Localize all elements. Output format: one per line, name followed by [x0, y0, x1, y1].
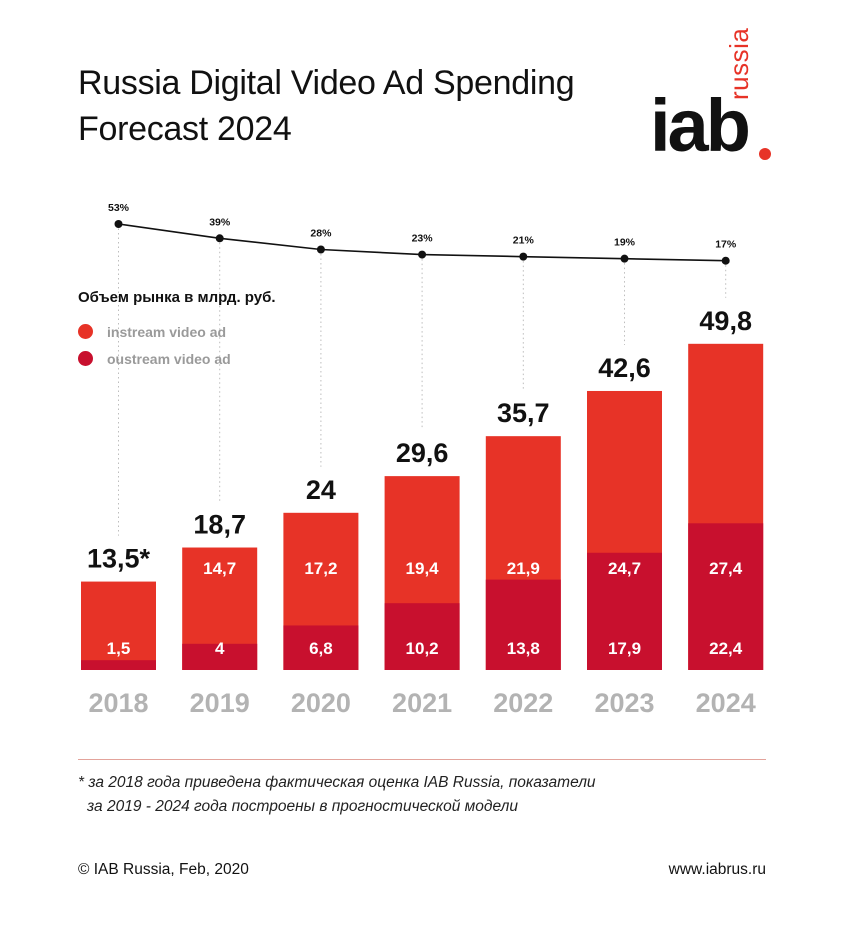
x-tick-label-2024: 2024 — [696, 688, 756, 718]
label-instream-2019: 14,7 — [203, 559, 236, 578]
x-tick-label-2021: 2021 — [392, 688, 452, 718]
growth-label-2024: 17% — [715, 239, 737, 251]
copyright: © IAB Russia, Feb, 2020 — [78, 861, 249, 878]
legend-title: Объем рынка в млрд. руб. — [78, 289, 276, 306]
growth-label-2019: 39% — [209, 216, 231, 228]
chart-title-line-1: Russia Digital Video Ad Spending — [78, 64, 575, 102]
label-outstream-2022: 13,8 — [507, 639, 540, 658]
footnote-line-1: * за 2018 года приведена фактическая оце… — [78, 774, 596, 791]
growth-label-2021: 23% — [412, 233, 434, 245]
footnote-line-2: за 2019 - 2024 года построены в прогност… — [87, 798, 518, 815]
growth-point-2022 — [519, 252, 528, 261]
legend-item-instream: instream video ad — [78, 324, 226, 340]
growth-label-2018: 53% — [108, 202, 130, 214]
growth-point-2023 — [620, 254, 629, 263]
label-instream-2023: 24,7 — [608, 559, 641, 578]
label-instream-2020: 17,2 — [304, 559, 337, 578]
growth-point-2020 — [316, 245, 325, 254]
label-total-2021: 29,6 — [396, 438, 449, 468]
bar-outstream-2021 — [384, 603, 460, 670]
label-outstream-2018: 1,5 — [107, 639, 131, 658]
label-total-2024: 49,8 — [699, 306, 752, 336]
label-outstream-2021: 10,2 — [406, 639, 439, 658]
x-tick-label-2023: 2023 — [594, 688, 654, 718]
chart-title-line-2: Forecast 2024 — [78, 110, 292, 148]
label-total-2019: 18,7 — [193, 510, 246, 540]
iab-russia-logo: iab russia — [650, 28, 780, 169]
bar-outstream-2020 — [283, 625, 359, 670]
growth-point-2024 — [721, 256, 730, 265]
growth-point-2021 — [418, 250, 427, 259]
x-tick-label-2022: 2022 — [493, 688, 553, 718]
growth-point-2019 — [215, 234, 224, 243]
bar-outstream-2024 — [688, 523, 764, 670]
label-instream-2021: 19,4 — [406, 559, 440, 578]
label-outstream-2023: 17,9 — [608, 639, 641, 658]
legend-label-instream: instream video ad — [107, 324, 227, 340]
label-instream-2022: 21,9 — [507, 559, 540, 578]
legend-swatch-instream — [78, 324, 93, 339]
label-total-2022: 35,7 — [497, 398, 550, 428]
website-link[interactable]: www.iabrus.ru — [668, 861, 766, 878]
growth-line: 53% 39% 28% 23% 21% 19% 17% — [108, 202, 737, 265]
dotted-guides — [118, 224, 727, 536]
label-outstream-2024: 22,4 — [709, 639, 743, 658]
label-outstream-2019: 4 — [215, 639, 225, 658]
label-total-2023: 42,6 — [598, 353, 651, 383]
label-instream-2024: 27,4 — [709, 559, 743, 578]
stacked-bar-chart: 12 1,5 13,5* 2018 14,7 4 18,7 2019 17,2 6,8 24 2020… — [81, 202, 764, 718]
label-total-2018: 13,5* — [87, 544, 151, 574]
bar-instream-2018 — [81, 581, 156, 670]
label-total-2020: 24 — [306, 475, 336, 505]
x-tick-label-2019: 2019 — [190, 688, 250, 718]
x-tick-label-2020: 2020 — [291, 688, 351, 718]
legend-swatch-outstream — [78, 351, 93, 366]
footnote-divider — [78, 759, 766, 760]
chart-title: Russia Digital Video Ad Spending Forecas… — [78, 60, 638, 152]
growth-label-2020: 28% — [310, 228, 332, 240]
bars — [81, 343, 764, 670]
growth-point-2018 — [114, 220, 123, 228]
bar-labels: 12 1,5 13,5* 2018 14,7 4 18,7 2019 17,2 6,8 24 2020… — [87, 306, 756, 718]
legend-item-outstream: oustream video ad — [78, 351, 231, 367]
bar-outstream-2022 — [485, 579, 561, 670]
bar-outstream-2019 — [182, 643, 258, 670]
label-instream-2018: 12 — [109, 559, 128, 578]
label-outstream-2020: 6,8 — [309, 639, 333, 658]
logo-iab-text: iab — [650, 84, 751, 167]
footnote: * за 2018 года приведена фактическая оце… — [78, 771, 596, 819]
growth-label-2023: 19% — [614, 237, 636, 249]
growth-label-2022: 21% — [513, 235, 535, 247]
bar-outstream-2023 — [587, 552, 662, 670]
bar-outstream-2018 — [81, 660, 156, 670]
legend-label-outstream: oustream video ad — [107, 351, 231, 367]
logo-dot — [759, 148, 771, 160]
x-tick-label-2018: 2018 — [88, 688, 148, 718]
